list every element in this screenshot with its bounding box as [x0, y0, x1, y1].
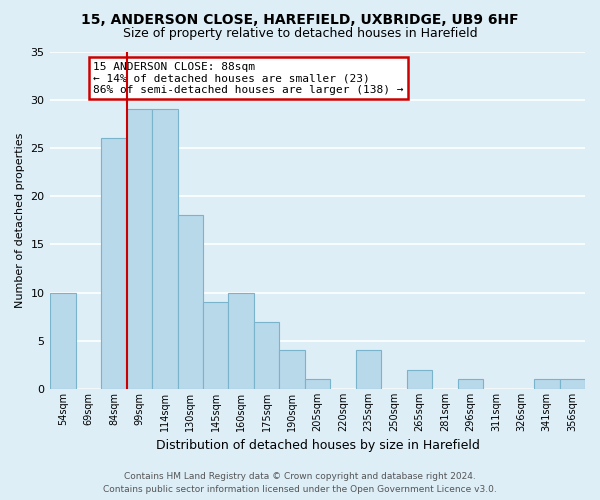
Bar: [50, 292, 76, 389]
Bar: [560, 380, 585, 389]
Bar: [127, 110, 152, 389]
Bar: [254, 322, 280, 389]
Bar: [305, 380, 331, 389]
Bar: [407, 370, 432, 389]
Bar: [178, 216, 203, 389]
Text: 15 ANDERSON CLOSE: 88sqm
← 14% of detached houses are smaller (23)
86% of semi-d: 15 ANDERSON CLOSE: 88sqm ← 14% of detach…: [93, 62, 404, 95]
X-axis label: Distribution of detached houses by size in Harefield: Distribution of detached houses by size …: [155, 440, 479, 452]
Bar: [101, 138, 127, 389]
Y-axis label: Number of detached properties: Number of detached properties: [15, 132, 25, 308]
Bar: [229, 292, 254, 389]
Bar: [458, 380, 483, 389]
Bar: [152, 110, 178, 389]
Bar: [356, 350, 381, 389]
Text: 15, ANDERSON CLOSE, HAREFIELD, UXBRIDGE, UB9 6HF: 15, ANDERSON CLOSE, HAREFIELD, UXBRIDGE,…: [81, 12, 519, 26]
Text: Contains HM Land Registry data © Crown copyright and database right 2024.
Contai: Contains HM Land Registry data © Crown c…: [103, 472, 497, 494]
Text: Size of property relative to detached houses in Harefield: Size of property relative to detached ho…: [122, 26, 478, 40]
Bar: [203, 302, 229, 389]
Bar: [534, 380, 560, 389]
Bar: [280, 350, 305, 389]
